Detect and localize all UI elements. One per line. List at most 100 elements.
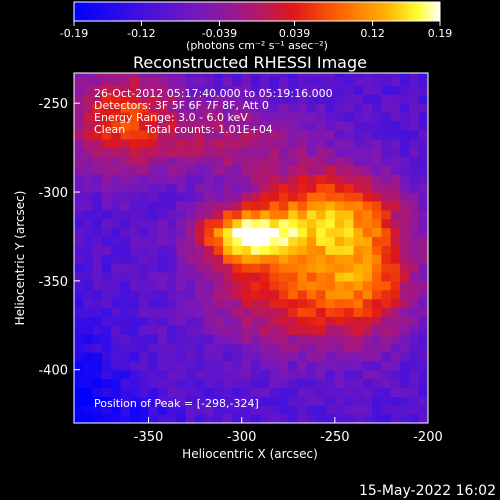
- heatmap-cell: [409, 280, 420, 291]
- heatmap-cell: [74, 307, 84, 317]
- heatmap-cell: [297, 103, 308, 113]
- heatmap-cell: [213, 209, 224, 220]
- heatmap-cell: [353, 94, 364, 104]
- heatmap-cell: [111, 272, 122, 282]
- heatmap-cell: [297, 325, 308, 335]
- heatmap-cell: [362, 209, 373, 220]
- heatmap-cell: [334, 236, 345, 246]
- heatmap-cell: [353, 138, 364, 149]
- heatmap-cell: [325, 316, 336, 326]
- heatmap-cell: [390, 325, 401, 335]
- heatmap-cell: [223, 263, 233, 273]
- heatmap-cell: [325, 414, 336, 423]
- heatmap-cell: [334, 351, 345, 362]
- heatmap-cell: [269, 360, 280, 371]
- annotations: 26-Oct-2012 05:17:40.000 to 05:19:16.000…: [94, 87, 333, 410]
- heatmap-cell: [92, 76, 103, 87]
- heatmap-cell: [400, 200, 410, 211]
- heatmap-cell: [120, 209, 131, 220]
- heatmap-cell: [120, 396, 131, 406]
- heatmap-cell: [195, 360, 205, 371]
- heatmap-cell: [325, 360, 336, 371]
- heatmap-cell: [195, 85, 205, 95]
- heatmap-cell: [139, 254, 150, 264]
- heatmap-cell: [232, 316, 243, 326]
- heatmap-cell: [148, 396, 159, 406]
- heatmap-cell: [418, 254, 428, 264]
- heatmap-cell: [176, 121, 187, 131]
- heatmap-cell: [353, 236, 364, 246]
- heatmap-cell: [129, 387, 140, 397]
- heatmap-cell: [111, 147, 122, 158]
- heatmap-cell: [92, 272, 103, 282]
- heatmap-cell: [157, 298, 168, 309]
- heatmap-cell: [409, 121, 420, 131]
- heatmap-cell: [148, 138, 159, 149]
- heatmap-cell: [185, 218, 196, 229]
- heatmap-cell: [372, 165, 382, 175]
- heatmap-cell: [251, 254, 261, 264]
- heatmap-cell: [120, 325, 131, 335]
- heatmap-cell: [409, 307, 420, 317]
- heatmap-cell: [390, 112, 401, 122]
- heatmap-cell: [148, 351, 159, 362]
- heatmap-cell: [241, 369, 252, 380]
- heatmap-cell: [92, 209, 103, 220]
- heatmap-cell: [176, 73, 187, 78]
- heatmap-cell: [316, 245, 327, 255]
- heatmap-cell: [167, 156, 178, 166]
- heatmap-cell: [251, 396, 261, 406]
- heatmap-cell: [278, 94, 289, 104]
- heatmap-cell: [195, 289, 205, 300]
- heatmap-cell: [129, 360, 140, 371]
- heatmap-cell: [260, 414, 271, 423]
- heatmap-cell: [176, 272, 187, 282]
- heatmap-cell: [232, 245, 243, 255]
- heatmap-cell: [74, 360, 84, 371]
- heatmap-cell: [223, 94, 233, 104]
- heatmap-cell: [195, 200, 205, 211]
- heatmap-cell: [223, 280, 233, 291]
- heatmap-cell: [101, 138, 112, 149]
- heatmap-cell: [381, 147, 392, 158]
- heatmap-cell: [269, 183, 280, 193]
- heatmap-cell: [297, 73, 308, 78]
- heatmap-cell: [418, 103, 428, 113]
- heatmap-cell: [129, 94, 140, 104]
- heatmap-cell: [306, 147, 317, 158]
- heatmap-cell: [111, 76, 122, 87]
- heatmap-cell: [316, 73, 327, 78]
- heatmap-cell: [101, 94, 112, 104]
- heatmap-cell: [74, 245, 84, 255]
- heatmap-cell: [167, 165, 178, 175]
- heatmap-cell: [83, 73, 94, 78]
- heatmap-cell: [325, 129, 336, 140]
- heatmap-cell: [269, 112, 280, 122]
- heatmap-cell: [278, 218, 289, 229]
- heatmap-cell: [334, 272, 345, 282]
- heatmap-cell: [390, 129, 401, 140]
- heatmap-cell: [269, 343, 280, 353]
- heatmap-cell: [92, 369, 103, 380]
- heatmap-cell: [111, 112, 122, 122]
- heatmap-cell: [157, 351, 168, 362]
- heatmap-cell: [362, 129, 373, 140]
- heatmap-cell: [306, 272, 317, 282]
- heatmap-cell: [120, 378, 131, 389]
- heatmap-cell: [353, 147, 364, 158]
- heatmap-cell: [92, 254, 103, 264]
- heatmap-cell: [400, 280, 410, 291]
- heatmap-cell: [372, 272, 382, 282]
- heatmap-cell: [316, 378, 327, 389]
- heatmap-cell: [418, 343, 428, 353]
- heatmap-cell: [129, 121, 140, 131]
- heatmap-cell: [92, 73, 103, 78]
- heatmap-cell: [353, 183, 364, 193]
- heatmap-cell: [101, 369, 112, 380]
- heatmap-cell: [157, 280, 168, 291]
- heatmap-cell: [269, 236, 280, 246]
- heatmap-cell: [344, 236, 355, 246]
- heatmap-cell: [139, 325, 150, 335]
- heatmap-cell: [129, 156, 140, 166]
- heatmap-cell: [390, 387, 401, 397]
